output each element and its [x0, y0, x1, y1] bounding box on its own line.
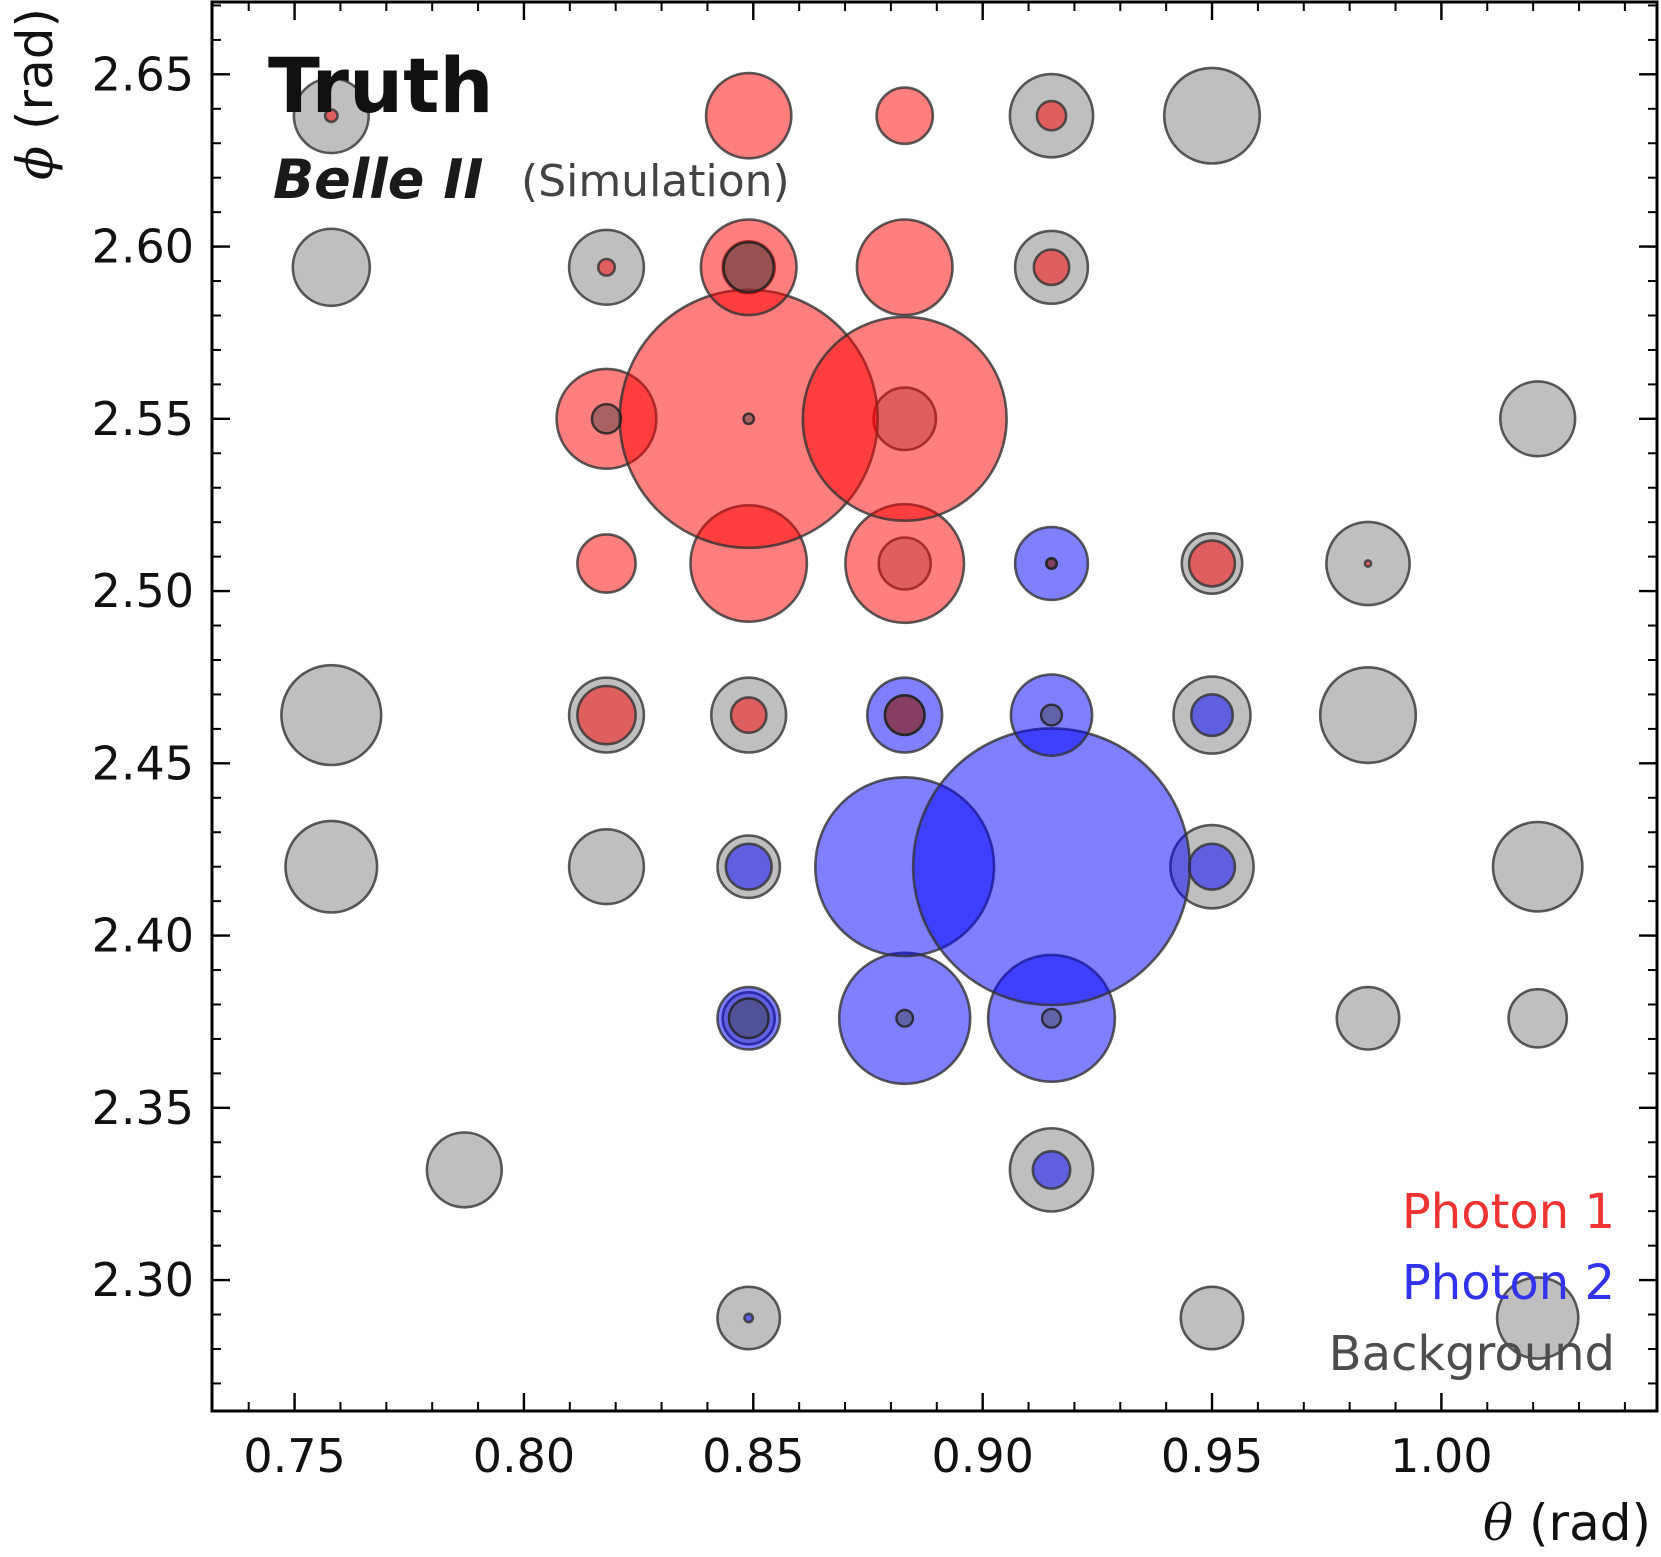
photon-1-point: [855, 218, 954, 317]
photon-1-point: [323, 108, 339, 124]
background-point: [567, 827, 646, 906]
y-tick-label: 2.60: [92, 220, 194, 274]
simulation-label: (Simulation): [521, 156, 790, 207]
overlay-point: [742, 412, 756, 426]
background-point: [1507, 987, 1569, 1049]
x-axis-symbol: θ: [1483, 1494, 1513, 1552]
y-axis-unit: (rad): [6, 8, 64, 146]
background-point: [1318, 665, 1418, 765]
plot-area-border: [210, 0, 1659, 1413]
x-tick-label: 1.00: [1390, 1429, 1492, 1483]
legend-photon-1: Photon 1: [1402, 1184, 1615, 1240]
x-tick-label: 0.85: [702, 1429, 804, 1483]
photon-1-point: [596, 257, 617, 277]
background-point: [1179, 1285, 1245, 1351]
overlay-point: [722, 241, 775, 294]
y-tick-label: 2.35: [92, 1081, 194, 1135]
x-tick-label: 0.95: [1161, 1429, 1263, 1483]
y-tick-label: 2.65: [92, 47, 194, 101]
y-tick-label: 2.40: [92, 909, 194, 963]
background-point: [425, 1131, 503, 1209]
experiment-label: Belle II: [273, 148, 483, 211]
legend-photon-2: Photon 2: [1402, 1255, 1615, 1311]
photon-2-point: [716, 985, 782, 1051]
overlay-point: [1040, 1007, 1063, 1029]
photon-1-point: [875, 86, 935, 146]
background-point: [1498, 380, 1577, 458]
x-axis-unit: (rad): [1513, 1494, 1651, 1552]
background-point: [1162, 66, 1262, 165]
x-tick-label: 0.90: [931, 1429, 1033, 1483]
photon-2-point: [743, 1312, 755, 1324]
background-point: [280, 663, 383, 767]
overlay-point: [590, 402, 623, 435]
chart-title: Truth: [268, 41, 494, 130]
photon-2-point: [911, 727, 1192, 1007]
y-axis-symbol: ϕ: [6, 146, 64, 180]
photon-1-point: [801, 315, 1008, 522]
y-tick-label: 2.50: [92, 564, 194, 618]
x-axis-label: θ (rad): [1483, 1494, 1651, 1552]
photon-2-point: [1031, 1149, 1072, 1190]
background-point: [291, 227, 372, 308]
photon-1-point: [699, 218, 798, 317]
background-point: [1491, 820, 1584, 913]
photon-2-point: [1189, 692, 1235, 738]
bubble-markers: [280, 66, 1584, 1360]
photon-1-point: [576, 533, 637, 594]
overlay-point: [727, 997, 770, 1040]
photon-2-point: [1009, 673, 1094, 757]
photon-1-point: [1032, 248, 1071, 287]
plot-frame: [210, 0, 1659, 1413]
photon-1-point: [1363, 559, 1373, 568]
overlay-point: [1039, 703, 1064, 727]
legend: Photon 1 Photon 2 Background: [1329, 1184, 1615, 1382]
photon-1-point: [1187, 539, 1237, 588]
photon-1-point: [704, 71, 793, 160]
background-point: [1495, 1276, 1580, 1360]
photon-1-point: [729, 696, 768, 735]
y-axis-label: ϕ (rad): [6, 8, 64, 180]
overlay-point: [883, 694, 926, 737]
overlay-point: [895, 1008, 915, 1028]
photon-2-point: [724, 842, 773, 891]
y-tick-label: 2.30: [92, 1253, 194, 1307]
photon-2-point: [1187, 842, 1237, 891]
y-tick-label: 2.55: [92, 392, 194, 446]
legend-background: Background: [1329, 1326, 1615, 1382]
y-tick-label: 2.45: [92, 736, 194, 790]
axis-ticks: 0.75 0.80 0.85 0.90 0.95 1.00 2.30 2.35 2.40 2.45…: [92, 2, 1657, 1483]
photon-1-point: [1035, 99, 1068, 132]
background-point: [1335, 985, 1401, 1051]
photon-1-point: [576, 684, 637, 746]
x-tick-label: 0.80: [473, 1429, 575, 1483]
background-point: [284, 819, 379, 914]
x-tick-label: 0.75: [243, 1429, 345, 1483]
overlay-point: [1045, 557, 1058, 570]
